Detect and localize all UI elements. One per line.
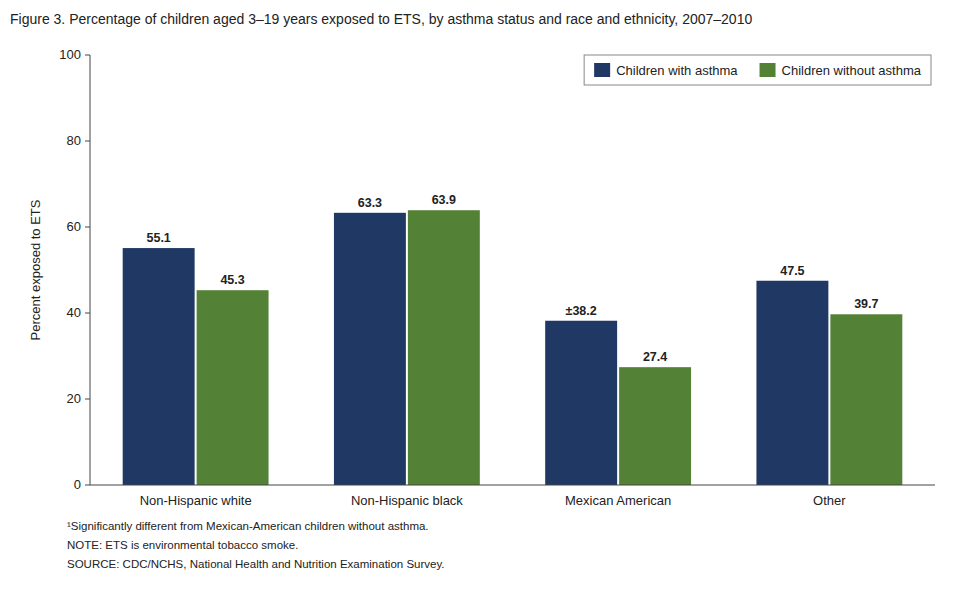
bar	[756, 281, 828, 485]
data-label: 45.3	[220, 273, 244, 287]
x-tick-label: Other	[813, 493, 846, 508]
legend: Children with asthma Children without ast…	[584, 55, 931, 85]
y-tick	[85, 55, 90, 56]
bar	[408, 210, 480, 485]
footnote: SOURCE: CDC/NCHS, National Health and Nu…	[67, 558, 445, 570]
data-label: 63.9	[432, 193, 456, 207]
bars	[123, 210, 903, 485]
y-tick-label: 60	[67, 219, 81, 234]
data-labels: 55.1 45.3 63.3 63.9 ±38.2 27.4 47.5 39.7	[146, 193, 878, 364]
x-tick-label: Non-Hispanic white	[140, 493, 252, 508]
legend-label: Children without asthma	[782, 63, 922, 78]
data-label: 55.1	[146, 231, 170, 245]
legend-swatch	[760, 63, 776, 77]
data-label: 63.3	[358, 196, 382, 210]
footnote: ¹Significantly different from Mexican-Am…	[67, 520, 429, 532]
bar	[830, 314, 902, 485]
bar	[619, 367, 691, 485]
y-tick-label: 40	[67, 305, 81, 320]
y-tick	[85, 485, 90, 486]
legend-box	[584, 55, 931, 85]
bar	[545, 321, 617, 485]
x-tick-label: Non-Hispanic black	[351, 493, 463, 508]
x-tick-label: Mexican American	[565, 493, 671, 508]
y-axis-line	[90, 55, 91, 485]
y-tick	[85, 399, 90, 400]
bar	[334, 213, 406, 485]
bar	[123, 248, 195, 485]
data-label: ±38.2	[566, 304, 597, 318]
y-tick-label: 100	[59, 47, 81, 62]
y-tick	[85, 227, 90, 228]
data-label: 27.4	[643, 350, 667, 364]
y-tick-label: 20	[67, 391, 81, 406]
data-label: 47.5	[780, 264, 804, 278]
y-tick-label: 80	[67, 133, 81, 148]
bar	[197, 290, 269, 485]
y-tick	[85, 313, 90, 314]
title: Figure 3. Percentage of children aged 3–…	[10, 11, 752, 27]
x-axis-line	[90, 485, 935, 486]
y-tick	[85, 141, 90, 142]
legend-swatch	[594, 63, 610, 77]
data-label: 39.7	[854, 297, 878, 311]
footnote: NOTE: ETS is environmental tobacco smoke…	[67, 539, 298, 551]
legend-label: Children with asthma	[616, 63, 738, 78]
y-tick-label: 0	[74, 477, 81, 492]
y-axis-label: Percent exposed to ETS	[28, 199, 43, 340]
chart: Figure 3. Percentage of children aged 3–…	[0, 0, 960, 590]
